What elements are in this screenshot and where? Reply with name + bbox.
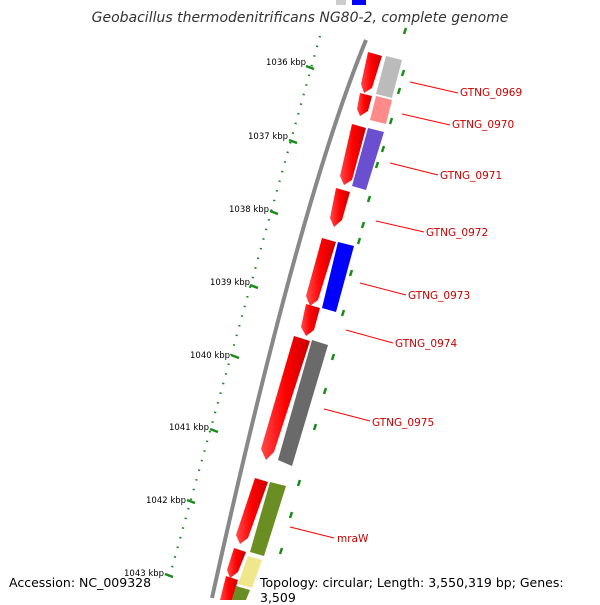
genome-backbone — [210, 39, 368, 599]
feature-green — [232, 586, 250, 600]
gene-label-gtng-0971[interactable]: GTNG_0971 — [440, 170, 502, 182]
gene-label-gtng-0970[interactable]: GTNG_0970 — [452, 119, 514, 131]
kbp-label: 1037 kbp — [248, 132, 288, 142]
gene-callouts: GTNG_0969 GTNG_0970 GTNG_0971 GTNG_0972 … — [289, 81, 522, 545]
kbp-label: 1040 kbp — [190, 351, 230, 361]
kbp-label: 1042 kbp — [146, 496, 186, 506]
feature-gtng-0969 — [376, 56, 402, 98]
feature-yellow — [238, 556, 262, 588]
feature-ring — [232, 56, 402, 600]
kbp-tick — [249, 283, 259, 290]
gene-arrow-forward — [227, 548, 246, 578]
gene-label-gtng-0972[interactable]: GTNG_0972 — [426, 227, 488, 239]
kbp-tick — [305, 64, 315, 71]
gene-arrow-forward — [361, 52, 382, 93]
gene-arrow-forward — [330, 188, 350, 227]
gene-arrow-forward — [236, 478, 268, 544]
callout-line — [401, 113, 451, 126]
callout-line — [375, 220, 425, 233]
kbp-tick — [186, 498, 196, 505]
topology-text: Topology: circular; Length: 3,550,319 bp… — [260, 575, 564, 605]
gene-arrow-forward — [357, 93, 372, 116]
gene-arrow-forward — [220, 576, 238, 600]
kbp-label: 1038 kbp — [229, 205, 269, 215]
gene-arrow-forward — [340, 124, 366, 185]
forward-strand-genes — [220, 52, 382, 600]
callout-line — [345, 329, 394, 344]
map-title: Geobacillus thermodenitrificans NG80-2, … — [91, 10, 509, 26]
feature-mraW — [250, 482, 286, 556]
kbp-tick — [209, 427, 219, 434]
callout-line — [409, 81, 459, 94]
gene-arrow-forward — [306, 238, 336, 306]
callout-line — [359, 282, 407, 296]
gene-label-gtng-0973[interactable]: GTNG_0973 — [408, 290, 470, 302]
top-gray-feature — [336, 0, 346, 5]
feature-gtng-0971 — [352, 128, 384, 190]
kbp-tick — [288, 138, 298, 145]
inner-feature-ticks — [278, 27, 408, 555]
kbp-label: 1036 kbp — [266, 58, 306, 68]
callout-line — [323, 408, 371, 422]
gene-label-gtng-0969[interactable]: GTNG_0969 — [460, 87, 522, 99]
kbp-tick — [164, 572, 174, 579]
gene-arrow-forward — [261, 336, 310, 460]
feature-gtng-0970 — [370, 96, 392, 124]
callout-line — [289, 526, 335, 539]
feature-gtng-0973 — [322, 242, 354, 312]
kbp-tick — [269, 209, 279, 216]
top-blue-feature — [352, 0, 366, 5]
kbp-label: 1039 kbp — [210, 278, 250, 288]
gene-label-mraw[interactable]: mraW — [337, 533, 369, 545]
kbp-label: 1043 kbp — [124, 569, 164, 579]
kbp-scale: 1036 kbp 1037 kbp 1038 kbp 1039 kbp 1040… — [124, 58, 315, 579]
accession-text: Accession: NC_009328 — [9, 575, 152, 590]
kbp-label: 1041 kbp — [169, 423, 209, 433]
kbp-tick — [230, 353, 240, 360]
gene-label-gtng-0974[interactable]: GTNG_0974 — [395, 338, 457, 350]
gene-arrow-forward — [301, 304, 320, 336]
feature-gtng-0975 — [278, 340, 328, 466]
callout-line — [389, 162, 439, 176]
gene-label-gtng-0975[interactable]: GTNG_0975 — [372, 417, 434, 429]
